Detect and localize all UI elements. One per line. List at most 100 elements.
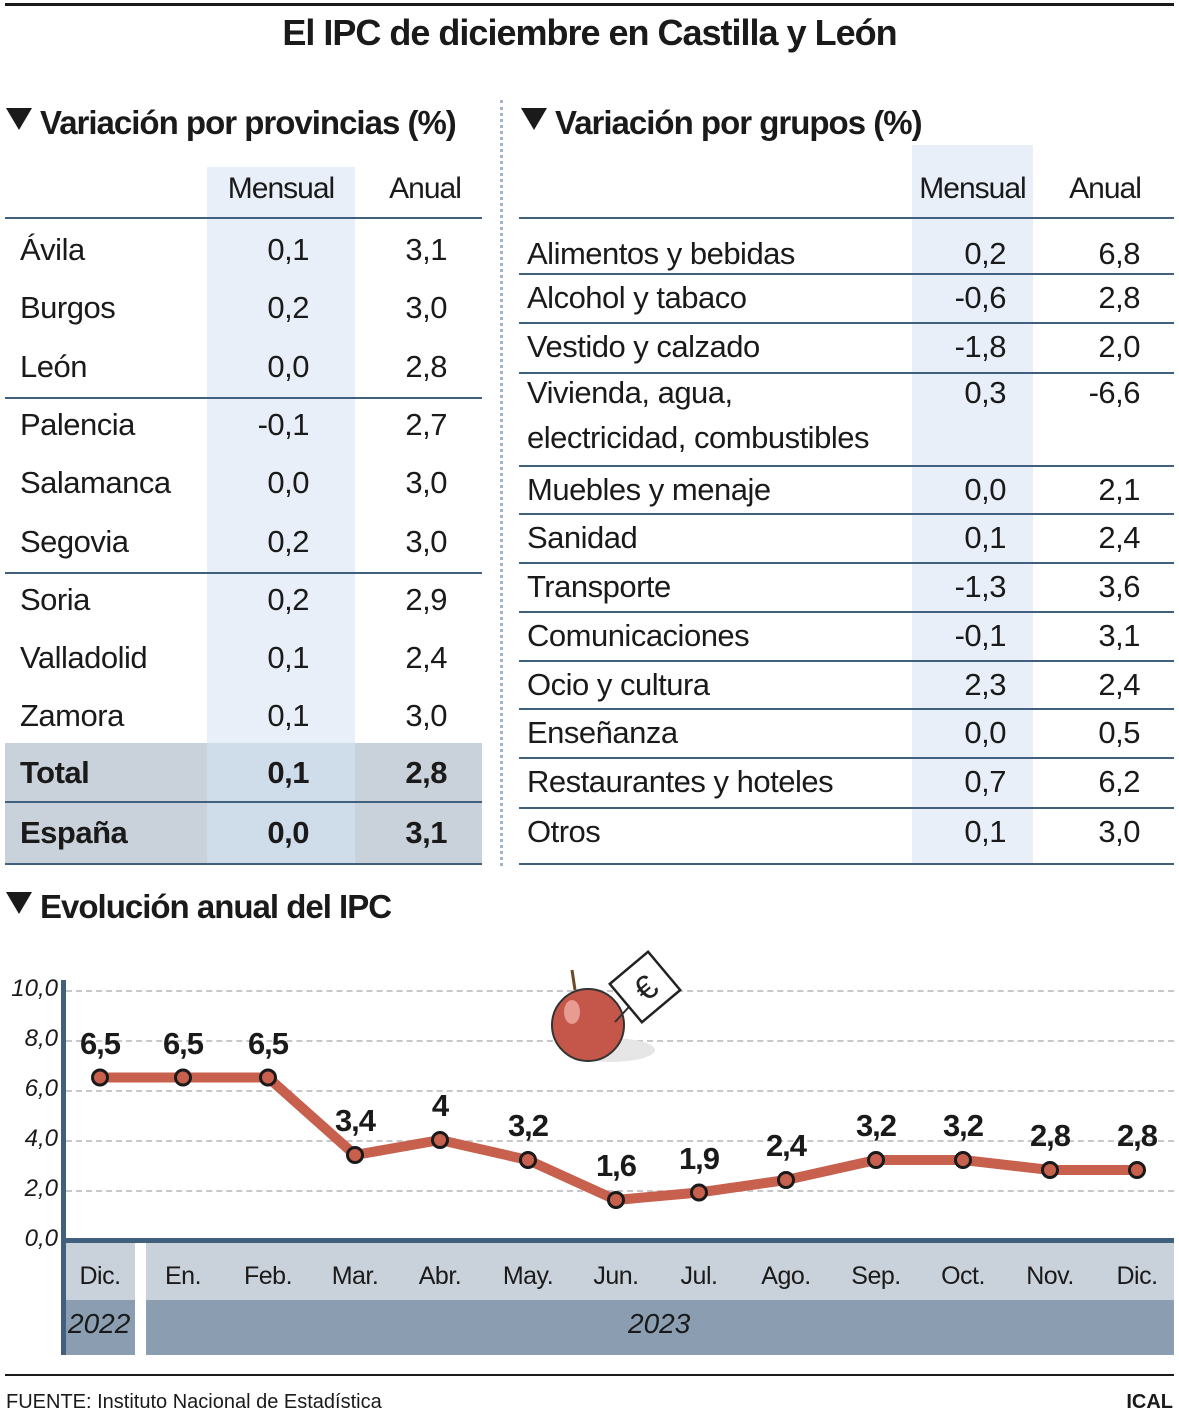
column-header-mensual: Mensual [227,172,335,205]
province-name: Burgos [20,290,116,326]
group-name: Ocio y cultura [527,667,710,702]
data-label: 1,9 [678,1140,720,1176]
anual-value: -6,6 [1088,375,1141,410]
year-label-2022: 2022 [68,1308,131,1339]
anual-value: 2,4 [405,640,447,676]
row-rule [519,757,1174,759]
mensual-value: 0,1 [267,232,309,267]
mensual-value: 0,2 [964,236,1006,271]
mensual-value: -0,1 [257,406,310,442]
x-tick-label: Abr. [418,1262,462,1290]
row-rule [519,372,1174,374]
data-point [91,1068,109,1087]
total-rule [5,801,482,803]
row-rule [519,863,1174,865]
mensual-value: 0,2 [267,523,309,559]
mensual-value: 0,0 [964,472,1006,507]
anual-value: 2,0 [1098,329,1140,364]
row-rule [519,562,1174,564]
y-tick-label: 8,0 [24,1025,58,1052]
x-tick-label: En. [164,1262,202,1290]
total-name: España [20,815,128,850]
x-tick-label: Feb. [243,1262,293,1290]
x-tick-label: Dic. [79,1262,121,1290]
gridline [66,1190,1174,1192]
row-rule [519,273,1174,275]
data-point [607,1191,625,1209]
data-point [431,1131,449,1149]
total-mensual: 0,1 [267,755,309,790]
data-label: 4 [431,1088,449,1123]
anual-value: 2,9 [405,581,447,617]
mensual-value: 0,1 [267,640,309,676]
provincias-heading-text: Variación por provincias (%) [40,104,457,141]
mensual-value: 0,1 [964,814,1006,849]
data-label: 6,5 [79,1025,121,1061]
province-name: Soria [20,581,90,617]
group-name-line2: electricidad, combustibles [527,420,869,455]
data-point [777,1171,795,1189]
month-band-2022 [66,1243,135,1300]
gridline [66,1140,1174,1142]
month-band-2023 [146,1243,1174,1300]
province-name: Ávila [20,232,85,267]
data-label: 3,4 [334,1103,376,1138]
row-rule [519,322,1174,324]
mensual-value: 0,3 [964,375,1006,410]
total-anual: 3,1 [405,815,447,850]
anual-value: 3,0 [405,698,447,734]
mensual-column-shade [912,145,1033,865]
triangle-down-icon [6,108,32,130]
data-label: 2,4 [765,1128,807,1163]
x-tick-label: Nov. [1026,1262,1074,1290]
province-name: Salamanca [20,465,171,501]
group-name: Sanidad [527,520,638,555]
data-point [259,1068,277,1087]
grupos-heading-text: Variación por grupos (%) [555,104,923,141]
column-header-mensual: Mensual [919,172,1026,205]
group-rule [5,572,482,574]
y-tick-label: 2,0 [24,1175,58,1202]
province-name: Valladolid [20,640,148,676]
data-point [690,1183,708,1202]
data-label: 2,8 [1029,1118,1071,1153]
group-name: Muebles y menaje [527,472,771,507]
data-point [174,1068,192,1087]
column-header-anual: Anual [389,172,462,205]
x-tick-label: Sep. [851,1262,901,1290]
y-tick-label: 6,0 [24,1075,58,1102]
y-tick-label: 4,0 [24,1125,58,1152]
group-name: Otros [527,814,601,849]
triangle-down-icon [521,108,547,130]
total-name: Total [20,755,90,790]
group-name: Enseñanza [527,715,678,750]
row-rule [519,708,1174,710]
province-name: Palencia [20,406,135,442]
x-axis [61,1238,1174,1243]
footer-rule [5,1374,1174,1376]
total-row-shade [207,803,355,863]
group-name: Alimentos y bebidas [527,236,795,271]
anual-value: 6,8 [1098,236,1140,271]
mensual-value: 0,0 [964,715,1006,750]
mensual-value: -0,1 [954,618,1007,653]
x-tick-label: Jun. [593,1262,639,1290]
mensual-value: 0,1 [267,698,309,734]
header-rule [519,217,1174,219]
anual-value: 3,0 [405,465,447,501]
data-point [519,1151,537,1169]
mensual-value: 0,1 [964,520,1006,555]
header-rule [5,217,482,219]
data-label: 1,6 [595,1148,637,1183]
column-header-anual: Anual [1069,172,1142,205]
mensual-value: 0,2 [267,581,309,617]
total-row-shade [207,743,355,801]
x-tick-label: Mar. [331,1262,379,1290]
gridline [66,1090,1174,1092]
data-label: 6,5 [247,1025,289,1061]
total-mensual: 0,0 [267,815,309,850]
year-label-2023: 2023 [628,1308,691,1339]
anual-value: 2,1 [1098,472,1140,507]
anual-value: 2,8 [1098,280,1140,315]
